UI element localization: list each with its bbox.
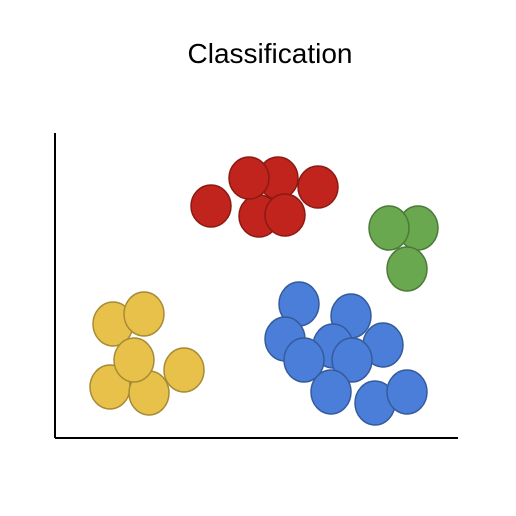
diagram-title: Classification xyxy=(187,38,353,69)
yellow-point xyxy=(163,347,205,393)
red-point xyxy=(264,193,306,237)
blue-point xyxy=(331,337,373,383)
blue-cluster xyxy=(264,281,428,426)
yellow-point xyxy=(123,291,165,337)
red-cluster xyxy=(190,156,339,238)
green-cluster xyxy=(368,205,439,292)
yellow-point xyxy=(113,337,155,383)
blue-point xyxy=(386,369,428,415)
blue-point xyxy=(283,337,325,383)
blue-point xyxy=(310,369,352,415)
red-point xyxy=(190,184,232,228)
yellow-cluster xyxy=(89,291,205,416)
red-point xyxy=(297,165,339,209)
green-point xyxy=(386,246,428,292)
green-point xyxy=(368,205,410,251)
red-point xyxy=(228,156,270,200)
